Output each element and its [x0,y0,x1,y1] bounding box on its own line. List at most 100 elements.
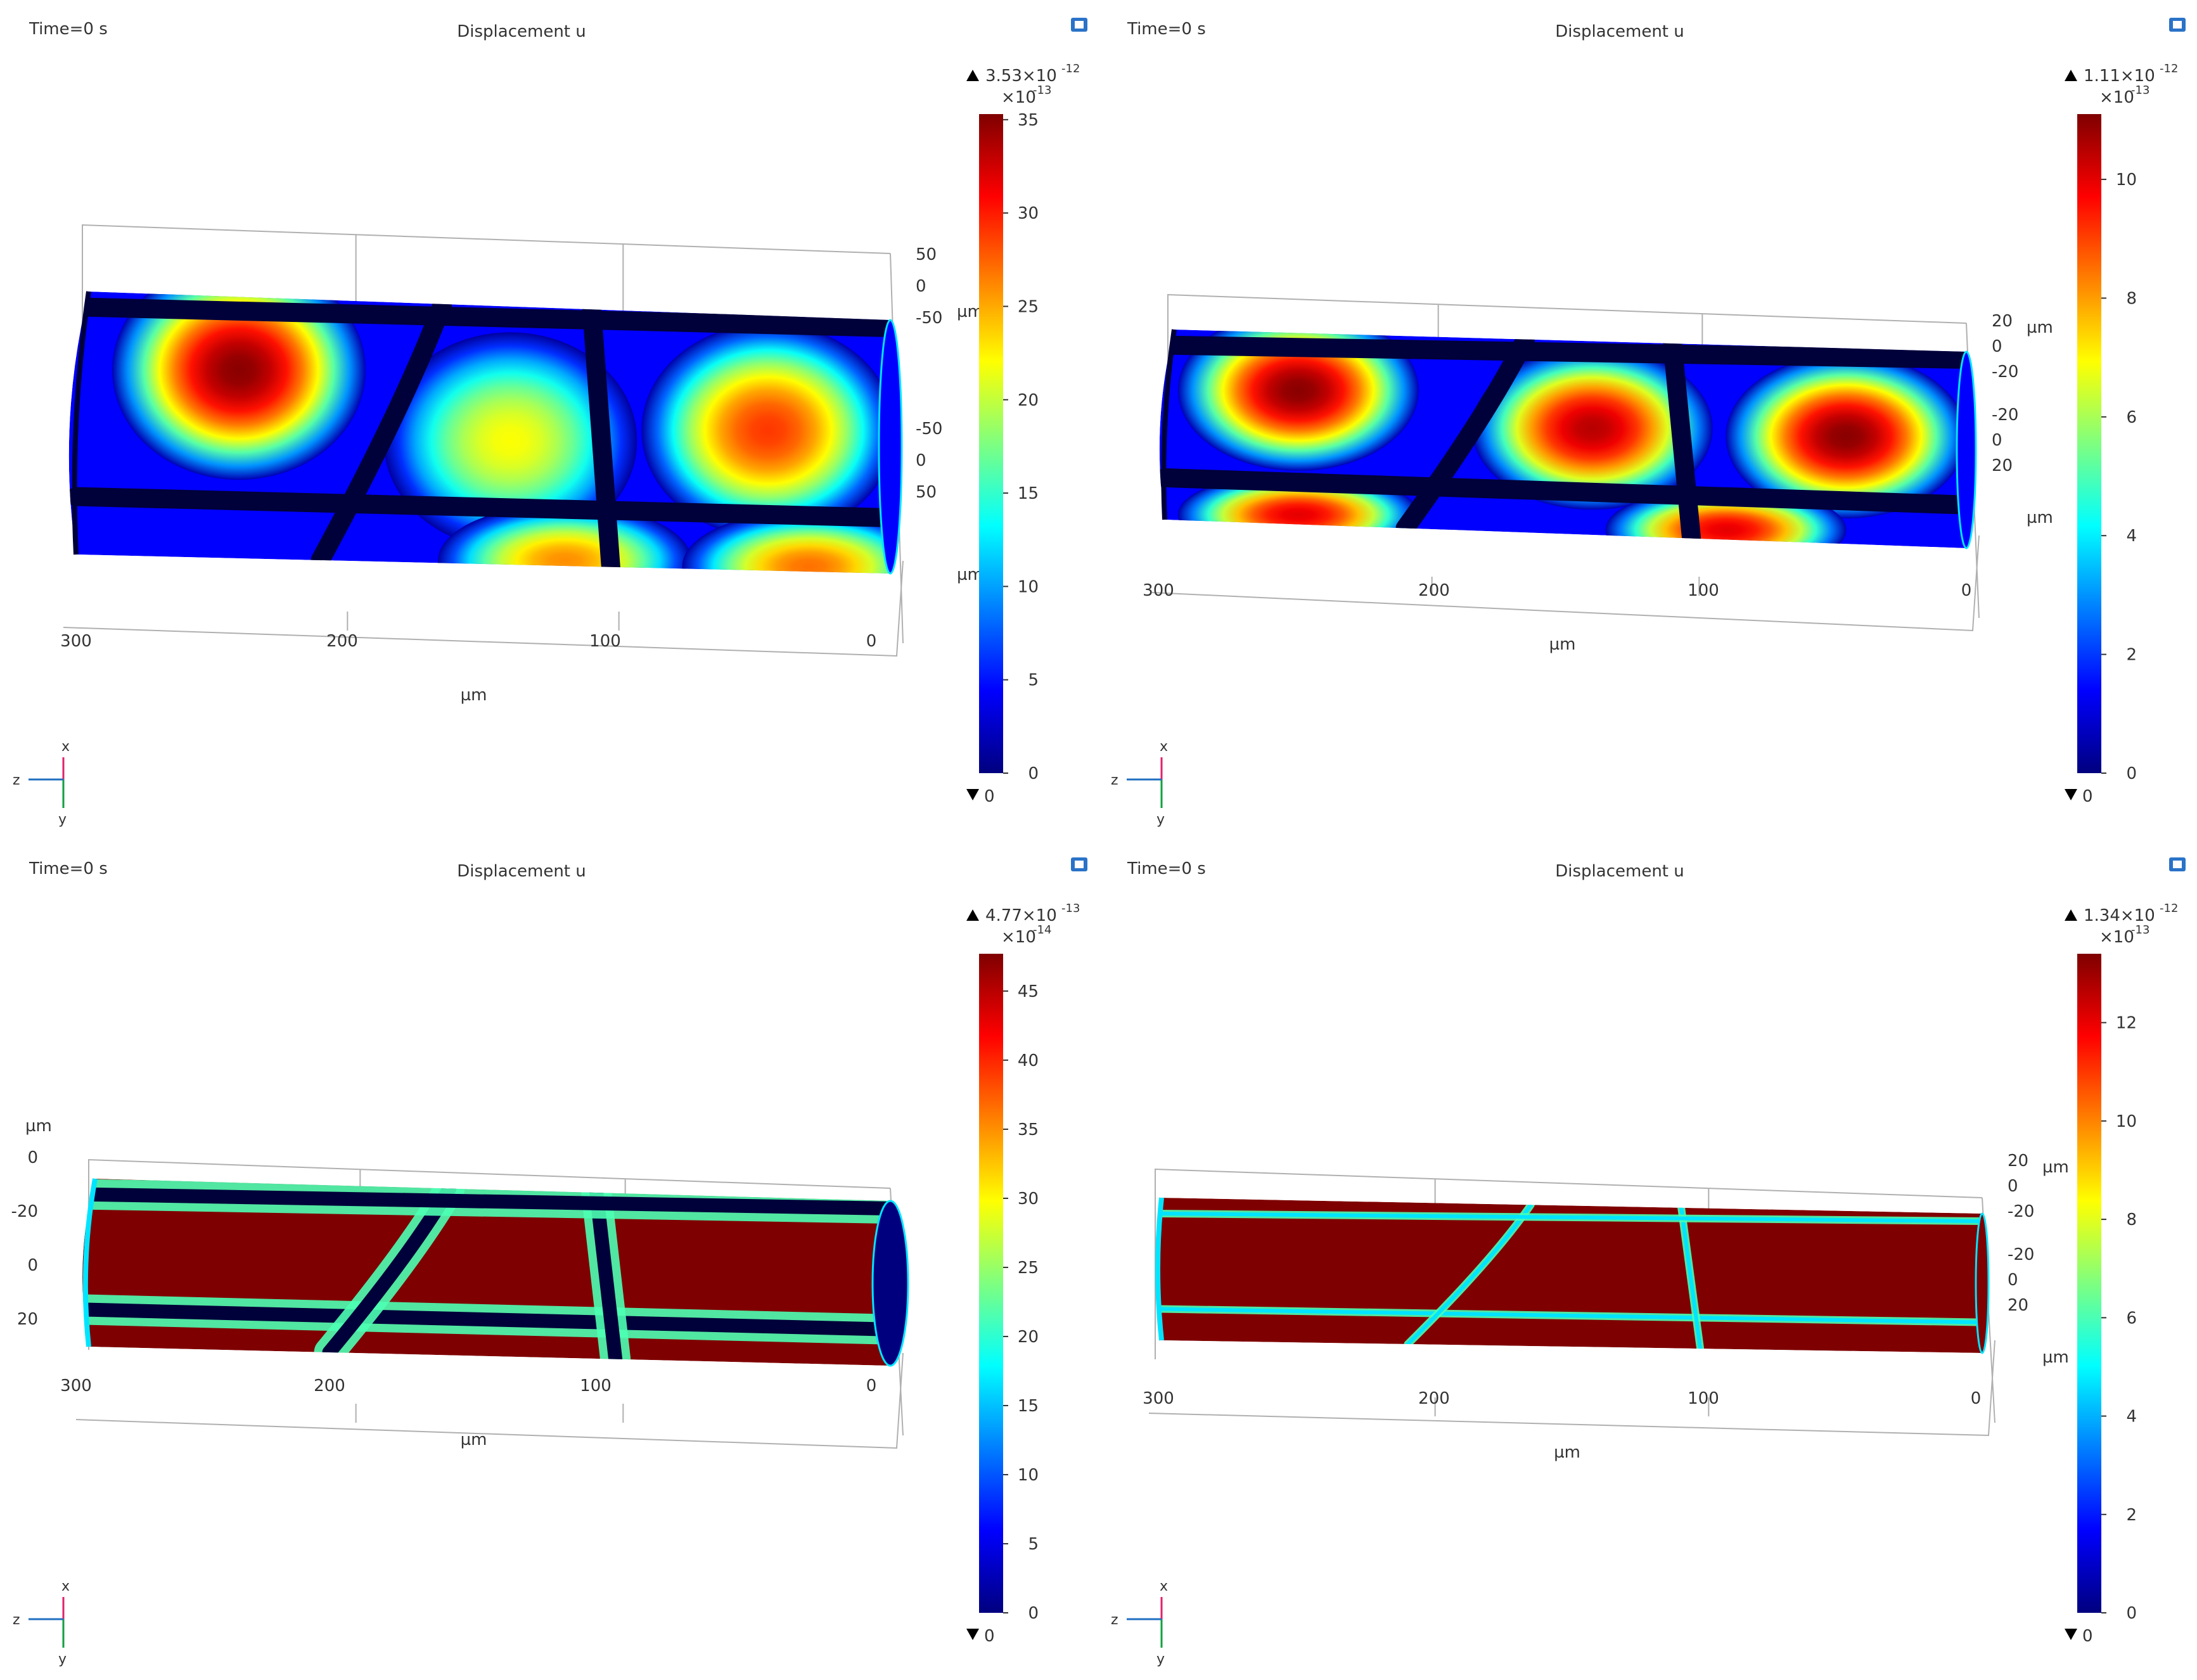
cylinder-left-edge [1155,1197,1164,1341]
export-icon-glyph [2173,21,2182,29]
x-tick-label: 300 [1143,581,1174,600]
nodal-lines [82,1179,890,1366]
side-axis-unit: µm [2027,508,2053,527]
side-axis-unit: µm [25,1117,52,1136]
side-tick-label: -50 [916,309,942,328]
min-marker-icon [966,789,979,800]
side-tick-label: -20 [2008,1245,2034,1264]
x-tick-label: 100 [580,1376,612,1395]
triad-x-label: x [61,739,70,755]
colorbar-max-exponent: -12 [2160,902,2178,915]
cylinder-right-cap [1956,350,1977,549]
side-tick-label: -20 [11,1202,38,1221]
colorbar [979,114,1003,773]
x-tick-label: 300 [60,632,92,651]
colorbar-tick-label: 20 [1018,1328,1039,1347]
plot-title: Displacement u [457,862,586,881]
colorbar-tick-label: 0 [2126,1604,2137,1623]
time-label: Time=0 s [29,20,108,39]
colorbar-tick-label: 35 [1018,1120,1039,1139]
colorbar-tick-label: 30 [1018,204,1039,223]
displacement-surface [82,1179,890,1366]
side-axis-unit: µm [957,302,983,321]
colorbar-max-exponent: -13 [1061,902,1080,915]
cylinder-right-cap [1975,1212,1990,1354]
colorbar-min-label: 0 [984,1627,995,1646]
colorbar-tick-label: 0 [1028,764,1039,783]
displacement-lobe [1726,354,1966,519]
colorbar-scale-label: ×10 [1001,88,1036,107]
triad-y-label: y [58,1651,67,1667]
side-axis-unit: µm [2027,318,2053,337]
plot-title: Displacement u [1555,862,1684,881]
plot-title: Displacement u [457,22,586,41]
side-tick-label: 20 [2008,1151,2028,1170]
x-axis-label: µm [1554,1443,1580,1462]
cylinder-left-edge [1161,329,1177,520]
export-icon-glyph [1075,861,1084,868]
x-tick-label: 0 [1961,581,1972,600]
x-tick-label: 200 [326,632,358,651]
triad-x-label: x [61,1579,70,1594]
axis-triad[interactable]: x y z [1111,1579,1168,1667]
cylinder-left-edge [72,291,91,555]
min-marker-icon [2065,1629,2077,1640]
colorbar-tick-label: 12 [2116,1014,2137,1033]
x-tick-label: 200 [314,1376,345,1395]
triad-z-label: z [13,1612,20,1628]
colorbar-scale-label: ×10 [2099,88,2134,107]
triad-y-label: y [1156,812,1165,828]
colorbar-tick-label: 6 [2126,408,2137,427]
side-tick-label: 0 [27,1148,38,1167]
x-tick-label: 200 [1418,581,1450,600]
triad-z-label: z [1111,773,1118,788]
cylinder-right-cap [871,1200,909,1367]
side-tick-label: 0 [27,1256,38,1275]
side-tick-label: 20 [1992,456,2013,475]
colorbar-tick-label: 10 [1018,1466,1039,1485]
cylinder-right-cap [878,319,903,575]
colorbar-tick-label: 40 [1018,1051,1039,1070]
axis-triad[interactable]: x y z [1111,739,1168,828]
colorbar-max-label: 1.34×10 [2084,906,2155,925]
colorbar-tick-label: 0 [1028,1604,1039,1623]
displacement-lobe [383,332,637,549]
triad-z-label: z [1111,1612,1118,1628]
colorbar-max-exponent: -12 [2160,62,2178,75]
x-tick-label: 0 [1971,1389,1982,1408]
colorbar-scale-exponent: -13 [2131,84,2149,97]
side-axis-unit: µm [2042,1348,2069,1367]
triad-x-label: x [1160,739,1168,755]
max-marker-icon [2065,909,2077,921]
nodal-lines [1158,1201,1982,1353]
max-marker-icon [966,70,979,81]
axis-triad[interactable]: x y z [13,1579,70,1667]
export-icon-glyph [2173,861,2182,868]
x-axis-label: µm [461,1430,487,1449]
time-label: Time=0 s [29,859,108,878]
side-tick-label: 20 [17,1310,38,1329]
colorbar-min-label: 0 [2082,787,2093,806]
export-icon-glyph [1075,21,1084,29]
min-marker-icon [2065,789,2077,800]
displacement-lobe [112,292,366,480]
colorbar-tick-label: 30 [1018,1189,1039,1209]
side-tick-label: -50 [916,420,942,439]
colorbar-tick-label: 2 [2126,646,2137,665]
x-tick-label: 100 [589,632,621,651]
colorbar-tick-label: 8 [2126,1210,2137,1229]
side-axis-unit: µm [2042,1158,2069,1177]
triad-z-label: z [13,773,20,788]
nodal-lines [68,294,890,574]
colorbar-scale-label: ×10 [1001,928,1036,947]
colorbar-tick-label: 15 [1018,484,1039,503]
displacement-surface [1159,330,1966,548]
x-tick-label: 200 [1418,1389,1450,1408]
axis-triad[interactable]: x y z [13,739,70,828]
displacement-lobe [641,323,890,538]
displacement-lobe [682,510,890,574]
